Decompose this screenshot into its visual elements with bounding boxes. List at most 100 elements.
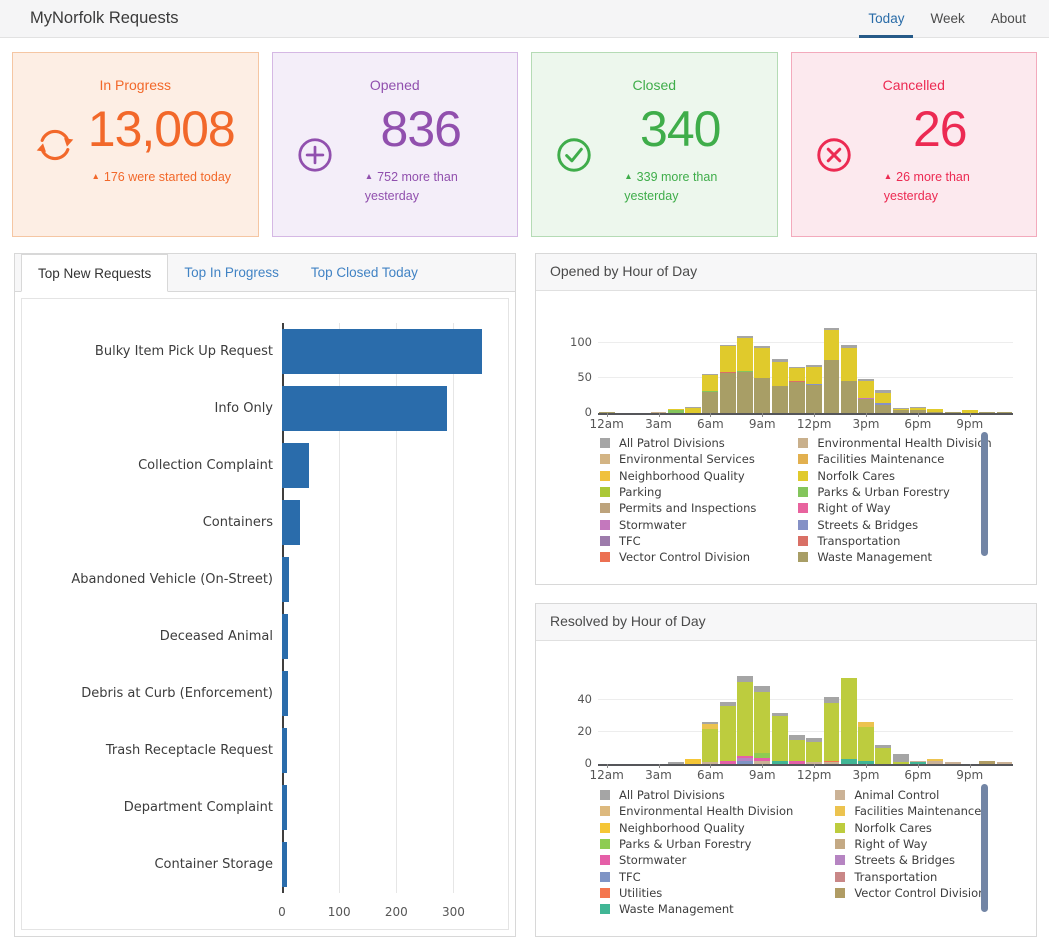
bar-segment-parks [667,410,684,413]
refresh-icon [29,124,81,166]
legend-item-animal[interactable]: Animal Control [835,787,985,803]
legend-item-parking[interactable]: Parking [600,484,756,500]
legend-label: Vector Control Division [854,885,986,900]
legend-item-right_of_way[interactable]: Right of Way [835,836,985,852]
resolved-by-hour-panel: Resolved by Hour of Day 0 20 40 12am 3am 6am 9… [535,603,1037,937]
hour-bar [719,668,736,764]
hour-bar [633,317,650,413]
x-tick-label: 3am [645,417,672,431]
bar-segment-cares [892,408,909,411]
hour-bar [788,668,805,764]
bar-segment-right_of_way [737,371,753,373]
legend-item-cares[interactable]: Norfolk Cares [798,468,991,484]
legend-item-parks[interactable]: Parks & Urban Forestry [600,836,793,852]
bar-segment-cares [806,366,823,385]
legend-label: Facilities Maintenance [854,804,982,819]
bar-row: Bulky Item Pick Up Request [22,323,508,380]
legend-item-stormwater[interactable]: Stormwater [600,516,756,532]
legend-item-transport[interactable]: Transportation [835,868,985,884]
bar-segment-patrol [702,722,719,724]
legend-label: Streets & Bridges [817,517,919,532]
opened-by-hour-chart: 0 50 100 12am 3am 6am 9am 12pm 3pm 6pm 9pm [570,317,1013,431]
category-label: Deceased Animal [159,629,273,644]
tab-about[interactable]: About [990,11,1026,26]
y-tick-label: 40 [577,692,592,706]
bar-segment-cares [737,338,753,371]
legend-item-env_health[interactable]: Environmental Health Division [600,803,793,819]
legend-label: Parking [619,485,662,500]
legend-item-transport[interactable]: Transportation [798,533,991,549]
x-tick-label: 9am [748,768,776,782]
check-circle-icon [548,134,600,176]
legend-swatch [600,855,610,866]
legend-label: Animal Control [854,788,940,803]
bar-segment-cares [858,727,875,761]
bar-segment-cares [788,368,805,382]
legend-item-patrol[interactable]: All Patrol Divisions [600,435,756,451]
legend-item-waste[interactable]: Waste Management [600,901,793,917]
legend-item-env_health[interactable]: Environmental Health Division [798,435,992,451]
legend-item-cares[interactable]: Norfolk Cares [835,820,985,836]
legend-item-facilities[interactable]: Facilities Maintenance [835,803,985,819]
hour-bar [875,317,892,413]
bar-segment-cares [754,692,771,753]
bar-segment-env_health [650,411,667,413]
tab-week[interactable]: Week [930,11,965,26]
legend-item-streets[interactable]: Streets & Bridges [835,852,985,868]
hour-bar [702,317,719,413]
legend-item-permits[interactable]: Permits and Inspections [600,500,756,516]
legend-label: Right of Way [854,837,928,852]
legend-label: Environmental Services [619,452,755,467]
legend-item-patrol[interactable]: All Patrol Divisions [600,787,793,803]
card-value: 836 [380,101,462,157]
legend-item-stormwater[interactable]: Stormwater [600,852,793,868]
legend-item-right_of_way[interactable]: Right of Way [798,500,991,516]
bar-segment-waste [910,409,926,413]
tab-top-in-progress[interactable]: Top In Progress [184,265,279,280]
x-tick-label: 200 [384,905,408,919]
x-circle-icon [808,134,860,176]
bar-segment-stormwater [719,760,736,764]
legend-item-tfc[interactable]: TFC [600,868,793,884]
bar-segment-patrol [702,373,719,376]
legend-item-utilities[interactable]: Utilities [600,885,793,901]
bar-segment-waste [927,412,944,413]
legend-item-vector[interactable]: Vector Control Division [600,549,756,565]
top-bar: MyNorfolk Requests Today Week About [0,0,1049,38]
legend-item-vector[interactable]: Vector Control Division [835,885,985,901]
legend-scrollbar[interactable] [981,432,988,556]
y-tick-label: 100 [570,334,592,349]
x-tick-label: 12pm [796,417,832,431]
hour-bar [806,317,823,413]
category-label: Department Complaint [123,800,273,815]
legend-scrollbar[interactable] [981,784,988,912]
hour-bar [857,317,875,413]
hour-bar [806,668,823,764]
legend-item-env_services[interactable]: Environmental Services [600,451,756,467]
tab-today[interactable]: Today [855,0,917,38]
legend-item-parks[interactable]: Parks & Urban Forestry [798,484,991,500]
bar-segment-animal [996,762,1013,764]
bar-segment-patrol [685,407,702,409]
bar-segment-patrol [667,762,684,764]
legend-item-neigh[interactable]: Neighborhood Quality [600,820,793,836]
legend-item-neigh[interactable]: Neighborhood Quality [600,468,756,484]
tab-top-closed-today[interactable]: Top Closed Today [310,265,418,280]
hour-bar [909,668,926,764]
legend-label: All Patrol Divisions [619,436,725,451]
bar-segment-cares [892,762,909,764]
hour-bar [598,317,615,413]
card-label: In Progress [99,77,172,93]
panel-title: Resolved by Hour of Day [536,604,1036,641]
card-closed: Closed 340 339 more than yesterday [531,52,778,237]
legend-swatch [600,438,610,449]
legend-item-waste[interactable]: Waste Management [798,549,991,565]
legend-item-tfc[interactable]: TFC [600,533,756,549]
legend-item-facilities[interactable]: Facilities Maintenance [798,451,991,467]
bar-segment-animal [823,762,840,764]
legend-swatch [798,470,809,481]
bar-segment-streets [771,385,788,387]
legend-item-streets[interactable]: Streets & Bridges [798,516,991,532]
legend-swatch [798,487,809,498]
tab-top-new-requests[interactable]: Top New Requests [21,254,169,292]
